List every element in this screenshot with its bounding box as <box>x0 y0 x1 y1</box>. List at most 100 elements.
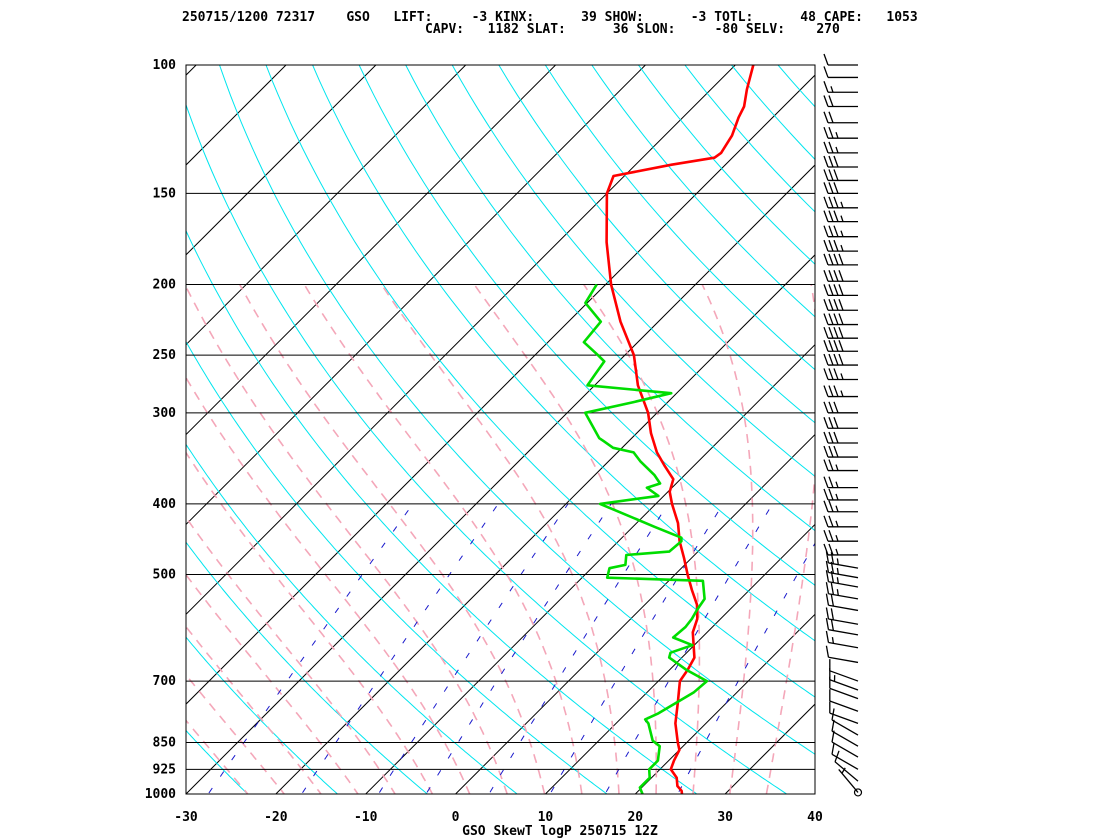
wind-barb-full-feather <box>833 417 839 429</box>
wind-barb <box>823 417 858 429</box>
wind-barb-full-feather <box>828 401 834 414</box>
wind-barb-full-feather <box>823 401 829 414</box>
isotherm-line <box>186 74 815 705</box>
wind-barb-full-feather <box>823 53 829 66</box>
wind-barb <box>823 353 858 366</box>
wind-barb-full-feather <box>823 368 829 380</box>
wind-barb-half-feather <box>840 390 844 397</box>
wind-barb <box>829 659 859 682</box>
dry-adiabat-line <box>498 65 815 424</box>
isotherm-line <box>186 65 377 256</box>
wind-barb-full-feather <box>828 340 834 352</box>
wind-barb-full-feather <box>828 196 834 209</box>
mixing-ratio-lines <box>207 503 815 794</box>
wind-barb <box>823 515 858 528</box>
wind-barb-staff <box>831 741 859 758</box>
moist-adiabat-line <box>765 284 815 794</box>
dry-adiabat-line <box>841 32 1120 810</box>
dry-adiabat-line <box>544 65 815 371</box>
wind-barb-full-feather <box>833 169 839 181</box>
wind-barb-full-feather <box>823 126 829 139</box>
dry-adiabat-line <box>186 103 788 794</box>
wind-barb-full-feather <box>828 326 834 339</box>
wind-barb-full-feather <box>838 326 844 339</box>
wind-barb-full-feather <box>833 284 839 296</box>
wind-barb-full-feather <box>828 431 834 444</box>
dry-adiabat-line <box>186 443 518 794</box>
moist-adiabat-line <box>473 284 658 794</box>
wind-barb-half-feather <box>831 637 835 644</box>
wind-barb-full-feather <box>833 155 839 168</box>
pressure-tick-label: 1000 <box>145 787 176 802</box>
wind-barb <box>823 53 858 66</box>
wind-barb-full-feather <box>823 270 829 282</box>
pressure-tick-label: 700 <box>153 674 177 689</box>
wind-barb-staff <box>828 656 859 664</box>
wind-barb-full-feather <box>823 169 829 181</box>
wind-barb-full-feather <box>825 582 830 594</box>
wind-barb <box>823 182 858 195</box>
isotherm-line <box>186 65 467 346</box>
pressure-tick-label: 100 <box>153 58 177 73</box>
wind-barb-staff <box>831 730 859 747</box>
dry-adiabat-line <box>186 729 249 794</box>
wind-barb-full-feather <box>823 253 829 266</box>
wind-barb-half-feather <box>835 481 839 488</box>
wind-barb-full-feather <box>825 570 830 582</box>
wind-barb <box>823 326 858 339</box>
isotherm-line <box>0 65 16 794</box>
dry-adiabat-line <box>777 65 815 108</box>
wind-barb-staff <box>829 687 859 700</box>
wind-barb-staff <box>831 753 859 770</box>
wind-barb-half-feather <box>840 230 844 237</box>
temperature-tick-label: -30 <box>174 810 198 825</box>
wind-barb-half-feather <box>836 589 839 596</box>
wind-barb-full-feather <box>833 401 839 414</box>
moist-adiabat-line <box>303 284 583 794</box>
wind-barb <box>825 607 859 625</box>
wind-barb-full-feather <box>833 313 839 325</box>
wind-barb-full-feather <box>833 353 839 366</box>
moist-adiabat-line <box>186 451 434 794</box>
wind-barb-full-feather <box>834 750 840 763</box>
wind-barb-full-feather <box>823 111 829 123</box>
moist-adiabat-line <box>186 673 286 794</box>
wind-barb-full-feather <box>823 182 829 194</box>
wind-barb-full-feather <box>833 445 839 458</box>
wind-barb-half-feather <box>835 493 839 501</box>
isotherm-line <box>186 65 287 166</box>
wind-barb <box>823 529 858 542</box>
wind-barb-full-feather <box>823 313 829 325</box>
isotherm-line <box>186 65 556 436</box>
wind-barb <box>823 401 858 414</box>
wind-barb-full-feather <box>828 239 834 252</box>
wind-barb-full-feather <box>823 299 829 311</box>
wind-barb-full-feather <box>828 253 834 266</box>
wind-barb-full-feather <box>828 225 834 237</box>
wind-barb <box>823 239 858 252</box>
wind-barb-half-feather <box>830 86 834 93</box>
wind-barb-full-feather <box>830 582 835 595</box>
wind-barb-full-feather <box>823 81 829 93</box>
isotherm-line <box>365 344 815 794</box>
wind-barb <box>834 750 859 782</box>
wind-barb-full-feather <box>823 445 829 458</box>
wind-barb-full-feather <box>825 645 830 658</box>
wind-barb-full-feather <box>828 385 834 397</box>
wind-barb-full-feather <box>823 459 829 471</box>
wind-barb-full-feather <box>828 500 834 512</box>
moist-adiabat-line <box>186 285 508 794</box>
dry-adiabat-line <box>265 65 815 698</box>
wind-barb-half-feather <box>840 201 844 209</box>
header-line-1: 250715/1200 72317 GSO LIFT: -3 KINX: 39 … <box>182 10 918 25</box>
moist-adiabat-line <box>583 284 701 794</box>
dry-adiabat-line <box>358 65 815 586</box>
wind-barb-staff <box>829 712 859 724</box>
wind-barb-full-feather <box>823 353 829 366</box>
wind-barb-half-feather <box>836 567 839 575</box>
wind-barb <box>825 618 859 636</box>
header-line-2: CAPV: 1182 SLAT: 36 SLON: -80 SELV: 270 <box>425 22 840 37</box>
dry-adiabat-line <box>186 541 429 794</box>
moist-adiabat-lines <box>186 284 815 794</box>
